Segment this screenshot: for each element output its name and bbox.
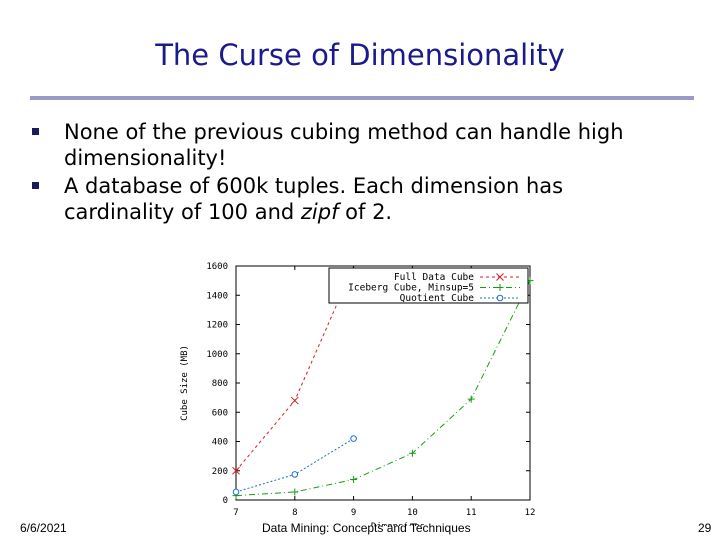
data-point-0 — [232, 466, 240, 475]
legend-marker — [496, 294, 504, 302]
square-bullet-icon — [32, 128, 39, 135]
legend-marker — [496, 284, 504, 291]
bullet-text: None of the previous cubing method can h… — [64, 120, 624, 170]
legend-label: Full Data Cube — [394, 272, 474, 283]
title-divider — [30, 96, 694, 100]
data-point-1 — [408, 449, 416, 457]
y-tick-label: 0 — [223, 496, 228, 506]
square-bullet-icon — [32, 182, 39, 189]
data-point-2 — [291, 471, 299, 478]
y-tick-label: 1400 — [206, 291, 228, 301]
data-point-1 — [350, 476, 358, 484]
bullet-emphasis: zipf — [300, 200, 339, 224]
y-axis-label: Cube Size (MB) — [180, 345, 190, 421]
bullet-text-tail: of 2. — [338, 200, 393, 224]
footer-center: Data Mining: Concepts and Techniques — [262, 521, 471, 535]
slide-title: The Curse of Dimensionality — [155, 38, 565, 72]
bullet-item: None of the previous cubing method can h… — [30, 119, 670, 171]
legend-label: Iceberg Cube, Minsup=5 — [348, 283, 474, 294]
chart-svg: 0 200 400 600 800 1000 1200 1400 1600 7 8 9 10 11 12 Di… — [180, 262, 536, 526]
x-axis-label: Dimensions — [371, 522, 425, 526]
x-tick-label: 8 — [292, 508, 297, 518]
data-point-2 — [350, 435, 357, 442]
x-tick-label: 7 — [233, 508, 238, 518]
y-tick-label: 400 — [212, 438, 228, 448]
bullet-list: None of the previous cubing method can h… — [30, 119, 670, 227]
data-point-2 — [232, 488, 240, 496]
y-tick-label: 1000 — [206, 350, 228, 360]
data-point-1 — [467, 395, 475, 403]
x-tick-label: 12 — [525, 508, 536, 518]
y-tick-label: 1200 — [206, 321, 228, 331]
data-point-1 — [291, 488, 299, 496]
x-tick-label: 11 — [466, 508, 477, 518]
footer-date: 6/6/2021 — [20, 521, 67, 535]
y-tick-label: 600 — [212, 408, 228, 418]
footer-page-number: 29 — [698, 521, 712, 535]
legend-marker — [496, 273, 504, 281]
data-point-0 — [290, 396, 299, 405]
cube-size-chart: 0 200 400 600 800 1000 1200 1400 1600 7 8 9 10 11 12 Di… — [176, 256, 540, 526]
series-line-1 — [236, 280, 530, 497]
legend-label: Quotient Cube — [400, 293, 475, 304]
y-tick-label: 200 — [212, 467, 228, 477]
bullet-item: A database of 600k tuples. Each dimensio… — [30, 173, 670, 225]
series-line-2 — [236, 438, 354, 493]
x-tick-label: 10 — [407, 508, 418, 518]
legend-box — [328, 267, 529, 304]
y-tick-label: 1600 — [206, 262, 228, 272]
x-tick-label: 9 — [351, 508, 356, 518]
bullet-text: A database of 600k tuples. Each dimensio… — [64, 174, 564, 224]
y-tick-label: 800 — [212, 379, 228, 389]
